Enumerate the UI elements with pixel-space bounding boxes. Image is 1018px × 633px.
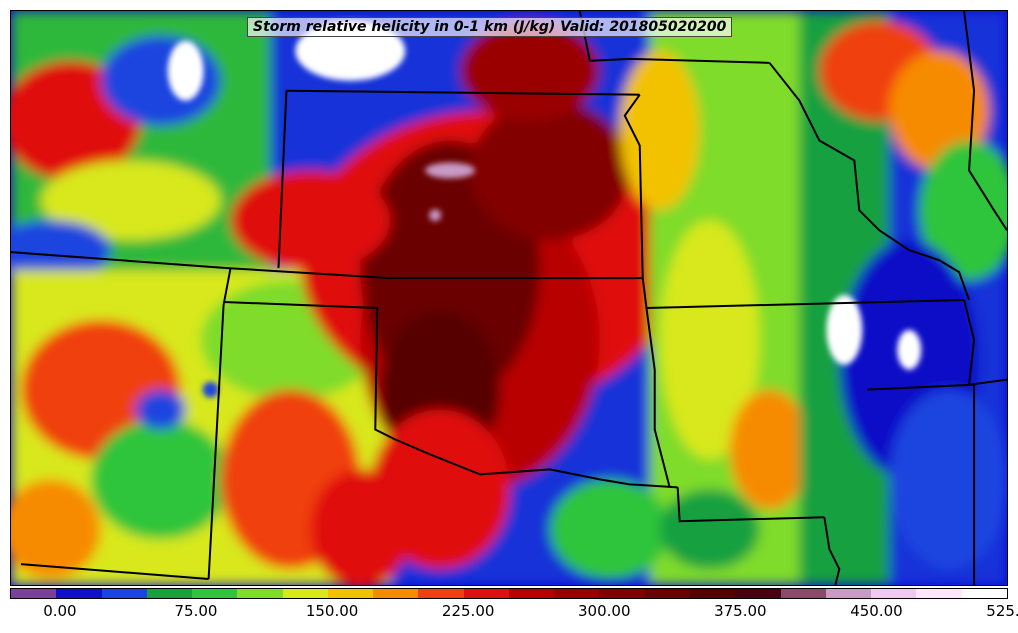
colorbar-swatch	[373, 589, 419, 598]
colorbar-swatch	[825, 589, 872, 598]
colorbar	[10, 588, 1008, 599]
colorbar-tick-label: 0.00	[43, 602, 77, 620]
colorbar-swatch	[146, 589, 193, 598]
colorbar-swatch	[56, 589, 102, 598]
colorbar-swatch	[961, 589, 1007, 598]
colorbar-swatch	[689, 589, 736, 598]
helicity-field	[11, 11, 1007, 585]
colorbar-swatch	[554, 589, 600, 598]
colorbar-swatch	[463, 589, 509, 598]
colorbar-tick-label: 300.00	[578, 602, 631, 620]
map-title: Storm relative helicity in 0-1 km (J/kg)…	[247, 17, 733, 37]
colorbar-swatch	[871, 589, 917, 598]
colorbar-tick-label: 150.00	[305, 602, 359, 620]
colorbar-tick-label: 375.00	[714, 602, 767, 620]
colorbar-swatch	[599, 589, 645, 598]
colorbar-swatch	[237, 589, 283, 598]
colorbar-swatch	[282, 589, 328, 598]
colorbar-swatch	[11, 589, 57, 598]
colorbar-swatch	[780, 589, 826, 598]
colorbar-tick-label: 450.00	[850, 602, 903, 620]
colorbar-tick-label: 525.00	[986, 602, 1018, 620]
colorbar-swatch	[192, 589, 238, 598]
state-borders	[11, 11, 1007, 585]
colorbar-tick-label: 225.00	[441, 602, 495, 620]
colorbar-tick-label: 75.00	[174, 602, 218, 620]
colorbar-swatch	[418, 589, 464, 598]
colorbar-swatch	[644, 589, 690, 598]
colorbar-swatch	[327, 589, 374, 598]
colorbar-swatch	[916, 589, 962, 598]
colorbar-ticks: 0.00 75.00 150.00 225.00 300.00 375.00 450.00 5…	[10, 600, 1018, 630]
map-field	[11, 11, 1007, 585]
colorbar-swatch	[508, 589, 555, 598]
colorbar-swatch	[101, 589, 147, 598]
map-frame: Storm relative helicity in 0-1 km (J/kg)…	[10, 10, 1008, 586]
colorbar-swatch	[735, 589, 781, 598]
